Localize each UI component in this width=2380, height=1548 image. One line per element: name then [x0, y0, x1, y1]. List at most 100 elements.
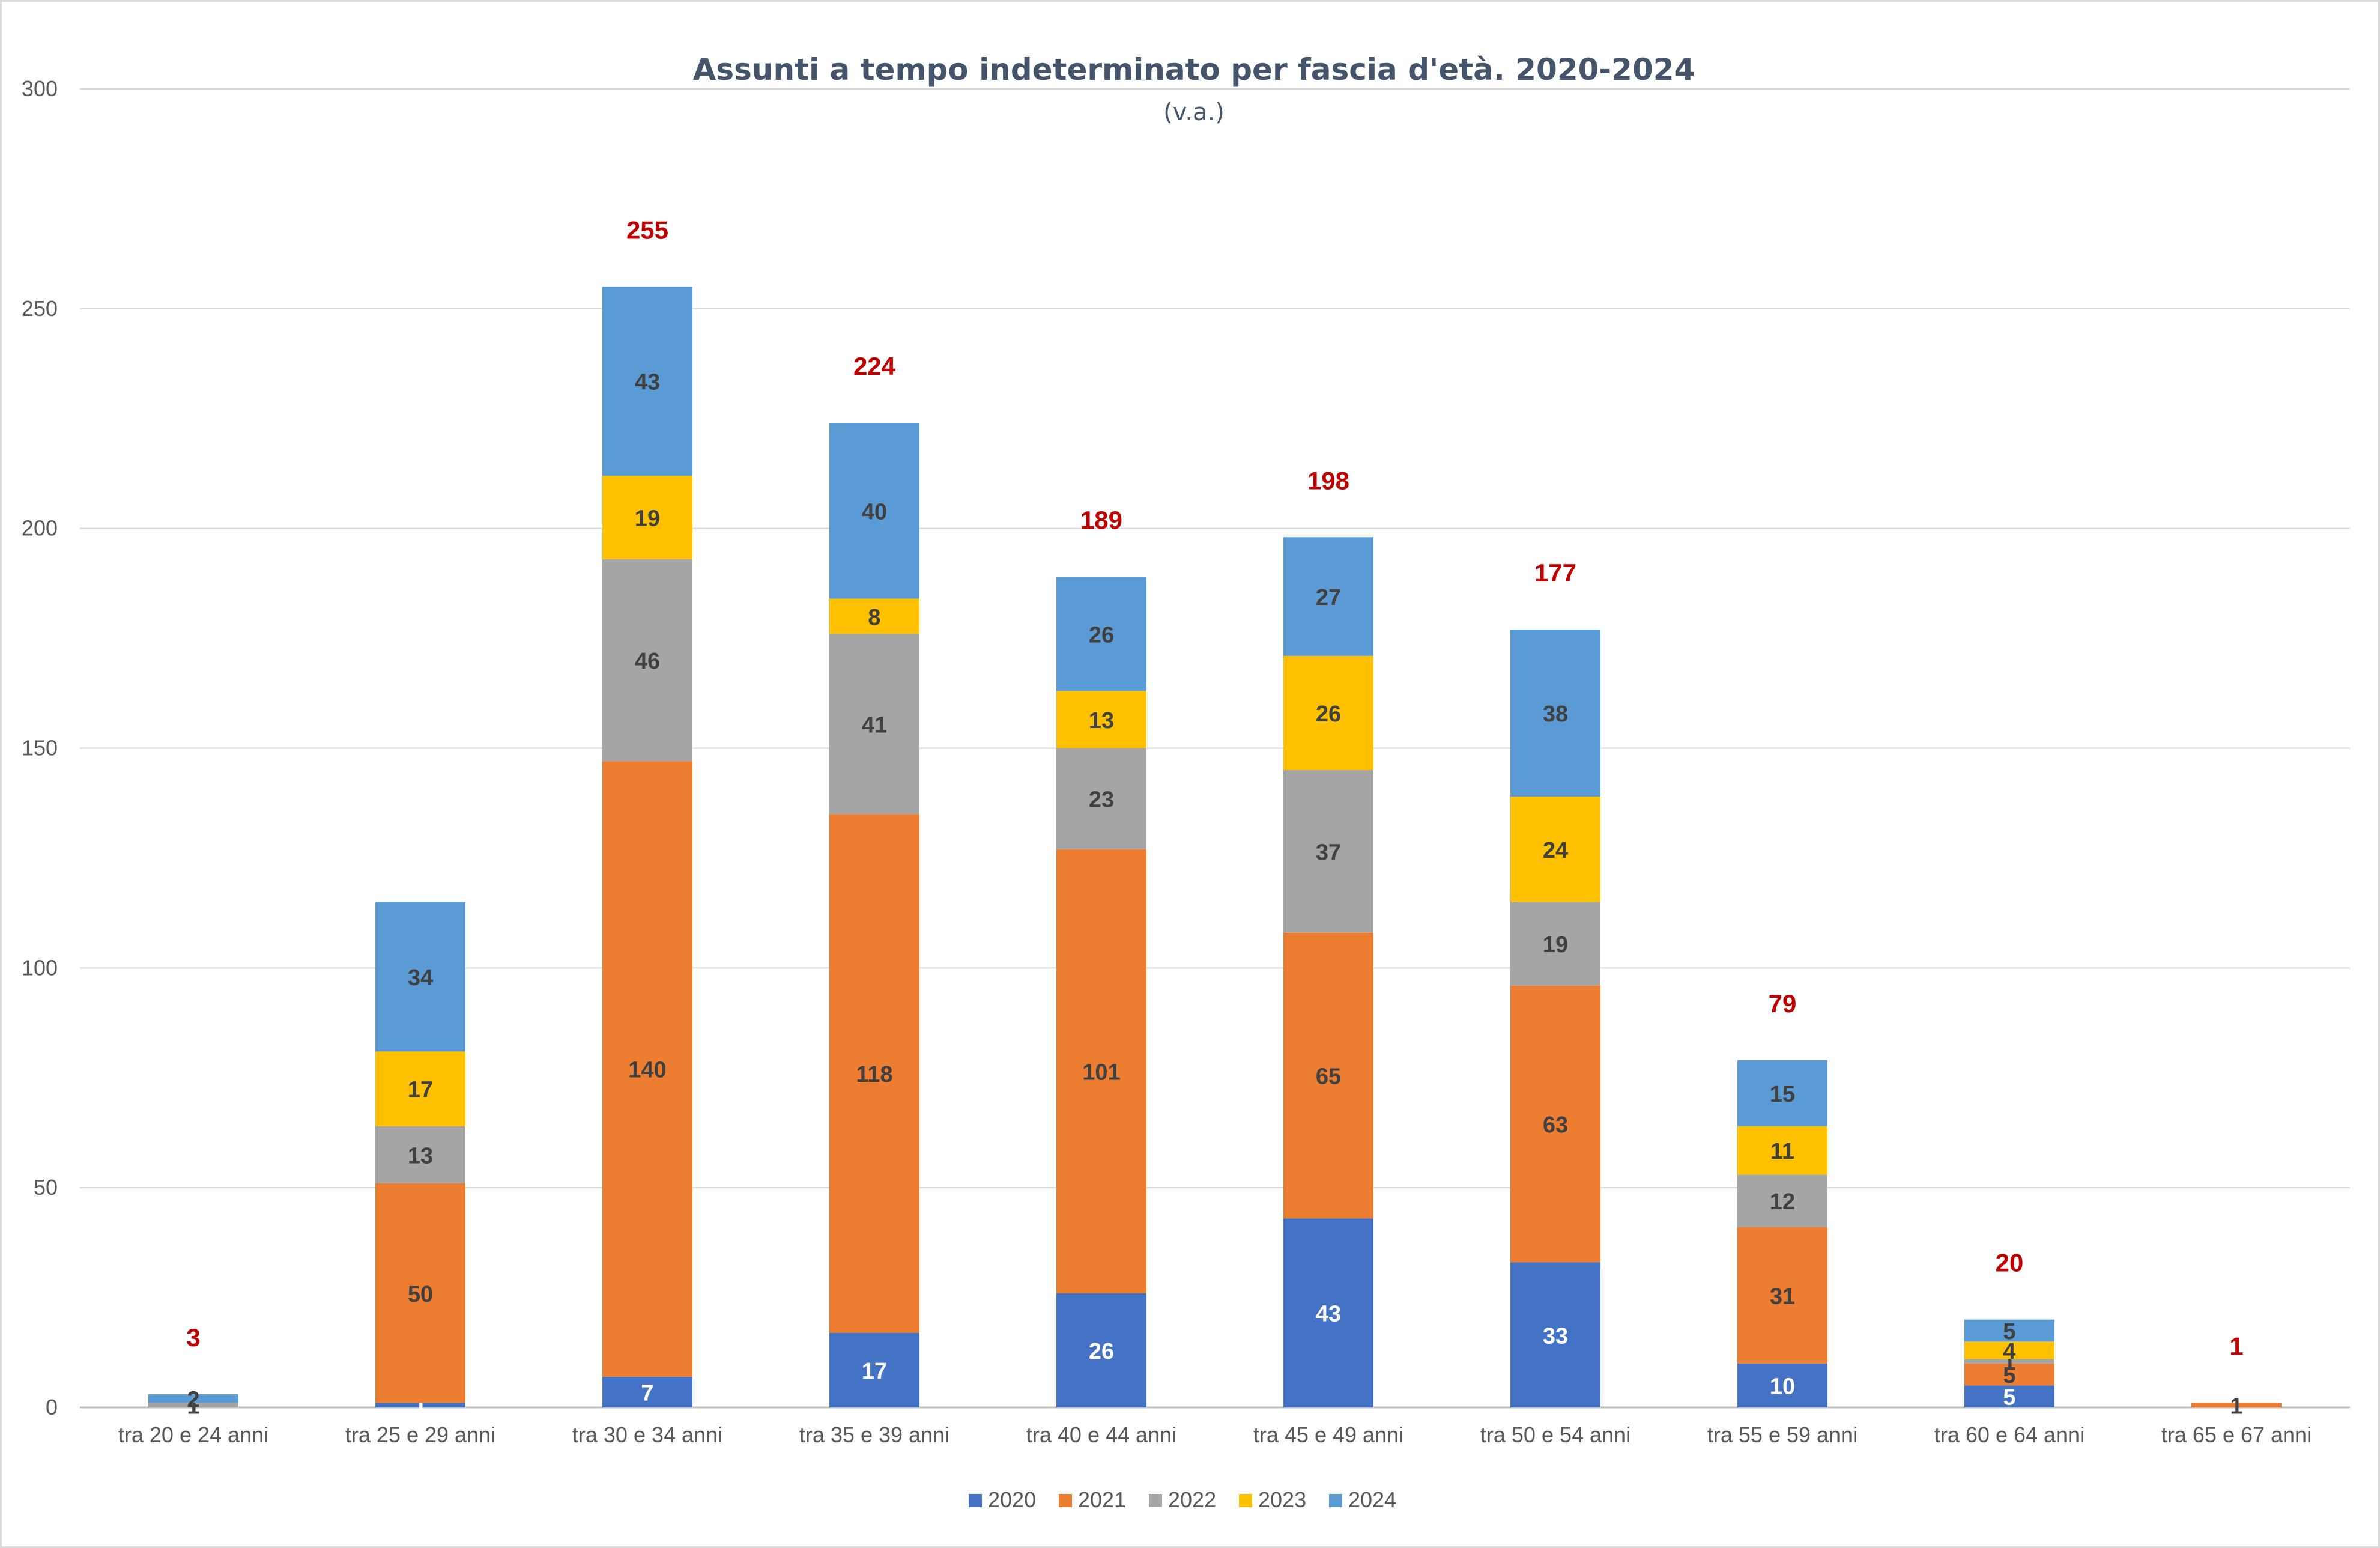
- bar-segment: [1737, 1363, 1827, 1407]
- bar-segment: [2191, 1403, 2282, 1407]
- bar-segment: [602, 287, 692, 476]
- legend-swatch: [1239, 1494, 1252, 1507]
- bar-segment: [602, 761, 692, 1377]
- data-label: 118: [856, 1062, 892, 1087]
- data-label: 17: [408, 1078, 433, 1103]
- bar-segment: [602, 559, 692, 762]
- data-label: 43: [1316, 1302, 1341, 1327]
- data-label: 19: [635, 506, 660, 531]
- data-label: 5: [2003, 1385, 2015, 1410]
- legend-label: 2022: [1168, 1487, 1216, 1512]
- total-label: 79: [1769, 989, 1797, 1018]
- data-label: 63: [1543, 1112, 1568, 1138]
- data-label: 1: [2230, 1394, 2242, 1419]
- data-label: 26: [1316, 702, 1341, 727]
- total-label: 189: [1080, 506, 1122, 534]
- x-tick-label: tra 40 e 44 anni: [1026, 1422, 1176, 1447]
- legend-item: 2020: [969, 1487, 1036, 1512]
- bar-segment: [1737, 1126, 1827, 1175]
- data-label: 11: [1770, 1139, 1794, 1164]
- bar-segment: [1283, 537, 1373, 656]
- data-label: 34: [408, 965, 433, 991]
- total-label: 20: [1996, 1249, 2024, 1277]
- bar-segment: [1510, 1262, 1600, 1407]
- bar-segment: [829, 814, 919, 1333]
- y-tick-label: 0: [46, 1395, 58, 1419]
- bar-stack: 43 65 37 26 27 198: [1283, 466, 1373, 1407]
- bar-segment: [829, 598, 919, 634]
- legend-swatch: [1329, 1494, 1342, 1507]
- bar-segment: [148, 1403, 238, 1407]
- data-label: 26: [1089, 1339, 1114, 1364]
- data-label: 2: [187, 1387, 199, 1412]
- bar-segment: [1510, 796, 1600, 902]
- bars: 1231501317347140461943255171184184022426…: [148, 216, 2282, 1419]
- bar-segment: [1056, 577, 1146, 691]
- bar-segment: [1056, 849, 1146, 1293]
- data-label: 140: [628, 1058, 666, 1083]
- data-label: 26: [1089, 622, 1114, 648]
- bar-segment: [1964, 1319, 2054, 1342]
- data-label: 50: [408, 1282, 433, 1307]
- x-tick-label: tra 50 e 54 anni: [1480, 1422, 1631, 1447]
- bar-segment: [829, 1332, 919, 1407]
- bar-segment: [829, 423, 919, 599]
- bar-segment: [1510, 629, 1600, 797]
- total-label: 255: [626, 216, 668, 244]
- data-label: 27: [1316, 585, 1341, 610]
- data-label: 12: [1770, 1189, 1795, 1215]
- data-label: 8: [868, 605, 880, 630]
- bar-stack: 10 31 12 11 15 79: [1737, 989, 1827, 1407]
- bar-segment: [375, 1403, 465, 1407]
- bar-segment: [829, 634, 919, 815]
- legend-swatch: [1149, 1494, 1162, 1507]
- data-label: 15: [1770, 1082, 1795, 1107]
- y-tick-label: 250: [22, 296, 58, 321]
- total-label: 1: [2229, 1332, 2243, 1361]
- x-tick-label: tra 55 e 59 anni: [1707, 1422, 1858, 1447]
- legend-swatch: [969, 1494, 982, 1507]
- bar-segment: [1964, 1363, 2054, 1386]
- bar-segment: [602, 475, 692, 559]
- legend-item: 2023: [1239, 1487, 1306, 1512]
- data-label: 19: [1543, 932, 1568, 958]
- y-tick-label: 50: [34, 1175, 58, 1200]
- data-label: 65: [1316, 1064, 1341, 1090]
- data-label: 5: [2003, 1363, 2015, 1388]
- data-label: 43: [635, 370, 660, 395]
- y-tick-label: 200: [22, 516, 58, 541]
- bar-segment: [1056, 691, 1146, 748]
- bar-segment: [1510, 985, 1600, 1263]
- bar-segment: [1964, 1385, 2054, 1407]
- bar-stack: 7 140 46 19 43 255: [602, 216, 692, 1407]
- legend-item: 2022: [1149, 1487, 1216, 1512]
- bar-segment: [1056, 748, 1146, 849]
- y-tick-label: 100: [22, 955, 58, 980]
- x-axis: tra 20 e 24 anni tra 25 e 29 anni tra 30 e…: [118, 1422, 2312, 1447]
- bar-stack: 33 63 19 24 38 177: [1510, 559, 1600, 1407]
- chart-subtitle: (v.a.): [1163, 99, 1225, 126]
- data-label: 17: [862, 1359, 887, 1384]
- legend-item: 2024: [1329, 1487, 1396, 1512]
- chart-title: Assunti a tempo indeterminato per fascia…: [693, 52, 1695, 87]
- bar-stack: 26 101 23 13 26 189: [1056, 506, 1146, 1407]
- bar-segment: [1737, 1227, 1827, 1364]
- bar-segment: [1283, 932, 1373, 1219]
- data-label: 101: [1082, 1060, 1120, 1085]
- legend-label: 2020: [988, 1487, 1036, 1512]
- legend-label: 2023: [1258, 1487, 1306, 1512]
- bar-stack: 123: [148, 1323, 238, 1419]
- bar-segment: [375, 902, 465, 1052]
- bar-segment: [1283, 770, 1373, 933]
- bar-segment: [375, 1126, 465, 1183]
- legend-label: 2021: [1078, 1487, 1126, 1512]
- legend-swatch: [1059, 1494, 1072, 1507]
- total-label: 3: [186, 1323, 200, 1352]
- bar-segment: [602, 1376, 692, 1407]
- bar-segment: [1510, 902, 1600, 986]
- data-label: 41: [862, 712, 887, 738]
- legend-label: 2024: [1348, 1487, 1396, 1512]
- legend-item: 2021: [1059, 1487, 1126, 1512]
- total-label: 177: [1534, 559, 1576, 587]
